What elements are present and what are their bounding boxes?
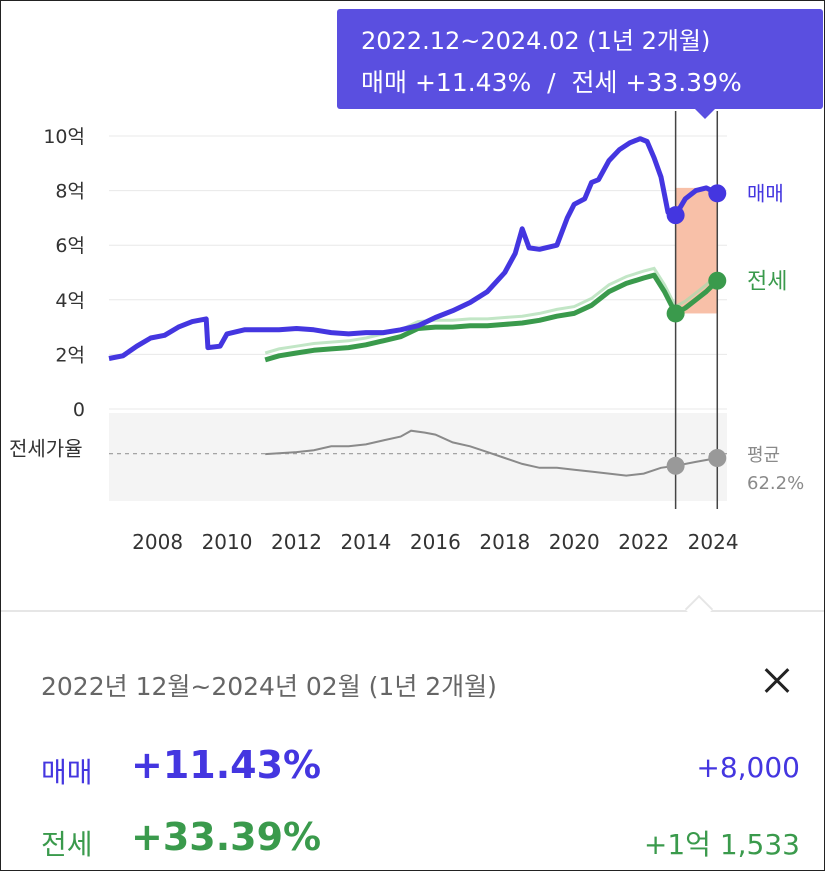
ratio-band-background <box>109 413 727 501</box>
x-tick-label: 2008 <box>132 530 183 554</box>
tooltip-period: 2022.12~2024.02 (1년 2개월) <box>361 27 711 55</box>
tooltip-jeonse-change: +33.39% <box>625 68 742 97</box>
jeonse-series-line <box>264 272 720 363</box>
detail-jeonse-amount: +1억 1,533 <box>643 828 800 861</box>
y-tick-label: 8억 <box>55 181 85 203</box>
ratio-marker <box>666 456 685 475</box>
tooltip-jeonse-label: 전세 <box>571 68 618 97</box>
detail-jeonse-label: 전세 <box>41 828 93 861</box>
range-tooltip: 2022.12~2024.02 (1년 2개월) 매매 +11.43% / 전세… <box>337 9 823 119</box>
x-tick-label: 2010 <box>202 530 253 554</box>
detail-divider <box>1 610 824 612</box>
y-tick-label: 2억 <box>55 344 85 366</box>
sale-marker <box>666 206 685 225</box>
tooltip-sale-change: +11.43% <box>414 68 532 97</box>
x-tick-label: 2020 <box>549 530 600 554</box>
ratio-marker <box>708 449 727 467</box>
sale-series-label: 매매 <box>747 181 784 205</box>
x-tick-label: 2012 <box>271 530 322 554</box>
grid-lines <box>109 135 727 410</box>
ratio-series-line <box>265 429 718 477</box>
tooltip-values: 매매 +11.43% / 전세 +33.39% <box>361 63 742 99</box>
range-markers <box>666 184 727 475</box>
x-axis-ticks: 2008 2010 2012 2014 2016 2018 2020 2022 2024 <box>132 530 738 554</box>
y-tick-label: 0 <box>73 399 85 421</box>
series-layer <box>108 136 727 477</box>
detail-sale-amount: +8,000 <box>696 751 800 784</box>
detail-jeonse-change: +33.39% <box>131 815 322 859</box>
ratio-average-label: 평균 <box>747 445 780 466</box>
x-tick-label: 2014 <box>340 530 391 554</box>
y-axis-ticks: 10억 8억 6억 4억 2억 0 <box>43 126 85 421</box>
detail-period: 2022년 12월~2024년 02월 (1년 2개월) <box>41 672 497 701</box>
x-tick-label: 2024 <box>688 530 739 554</box>
price-chart[interactable]: 10억 8억 6억 4억 2억 0 2008 2010 2012 2014 2016 2018 202… <box>1 1 825 611</box>
y-tick-label: 4억 <box>55 290 85 312</box>
jeonse-series-label: 전세 <box>747 270 787 295</box>
close-icon[interactable] <box>757 661 797 701</box>
jeonse-marker <box>666 304 685 323</box>
y-tick-label: 10억 <box>43 126 85 148</box>
detail-sale-label: 매매 <box>41 756 93 789</box>
sale-series-line <box>108 136 719 361</box>
sale-marker <box>708 184 727 203</box>
x-tick-label: 2022 <box>618 530 669 554</box>
jeonse-range-band <box>264 266 719 355</box>
tooltip-separator: / <box>547 68 556 97</box>
jeonse-marker <box>708 271 727 290</box>
tooltip-sale-label: 매매 <box>361 68 408 97</box>
x-tick-label: 2016 <box>410 530 461 554</box>
tooltip-arrow <box>695 109 715 119</box>
ratio-average-value: 62.2% <box>747 473 804 494</box>
x-tick-label: 2018 <box>479 530 530 554</box>
detail-sale-change: +11.43% <box>131 743 322 787</box>
ratio-label: 전세가율 <box>9 437 83 461</box>
y-tick-label: 6억 <box>55 235 85 257</box>
